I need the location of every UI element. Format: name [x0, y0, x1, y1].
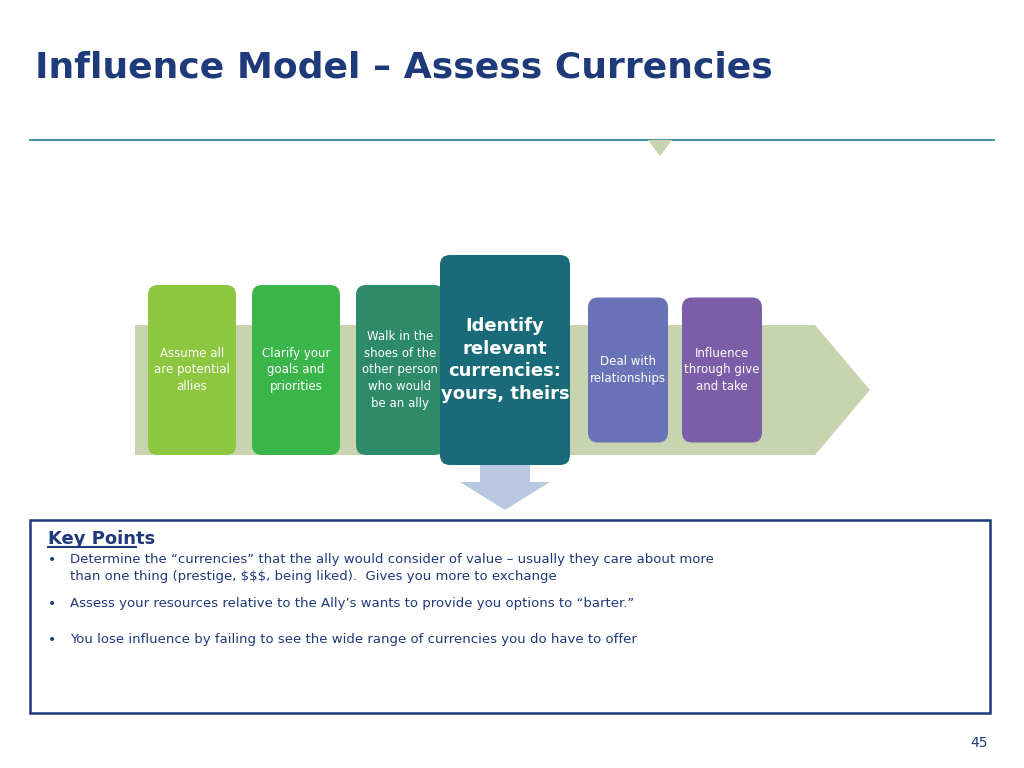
Polygon shape	[648, 140, 672, 156]
Polygon shape	[460, 455, 550, 510]
FancyBboxPatch shape	[252, 285, 340, 455]
Text: •: •	[48, 553, 56, 567]
Text: Influence
through give
and take: Influence through give and take	[684, 347, 760, 393]
FancyBboxPatch shape	[356, 285, 444, 455]
Text: •: •	[48, 597, 56, 611]
Polygon shape	[135, 325, 870, 455]
Text: 45: 45	[971, 736, 988, 750]
Text: Assume all
are potential
allies: Assume all are potential allies	[154, 347, 230, 393]
FancyBboxPatch shape	[30, 520, 990, 713]
Text: Determine the “currencies” that the ally would consider of value – usually they : Determine the “currencies” that the ally…	[70, 553, 714, 583]
Text: •: •	[48, 633, 56, 647]
FancyBboxPatch shape	[440, 255, 570, 465]
FancyBboxPatch shape	[682, 297, 762, 442]
Text: Clarify your
goals and
priorities: Clarify your goals and priorities	[262, 347, 331, 393]
FancyBboxPatch shape	[148, 285, 236, 455]
Text: Assess your resources relative to the Ally’s wants to provide you options to “ba: Assess your resources relative to the Al…	[70, 597, 634, 610]
FancyBboxPatch shape	[588, 297, 668, 442]
Text: Walk in the
shoes of the
other person
who would
be an ally: Walk in the shoes of the other person wh…	[362, 330, 438, 409]
Text: You lose influence by failing to see the wide range of currencies you do have to: You lose influence by failing to see the…	[70, 633, 637, 646]
Text: Influence Model – Assess Currencies: Influence Model – Assess Currencies	[35, 50, 773, 84]
Text: Identify
relevant
currencies:
yours, theirs: Identify relevant currencies: yours, the…	[440, 316, 569, 403]
Text: Key Points: Key Points	[48, 530, 156, 548]
Text: Deal with
relationships: Deal with relationships	[590, 356, 666, 385]
